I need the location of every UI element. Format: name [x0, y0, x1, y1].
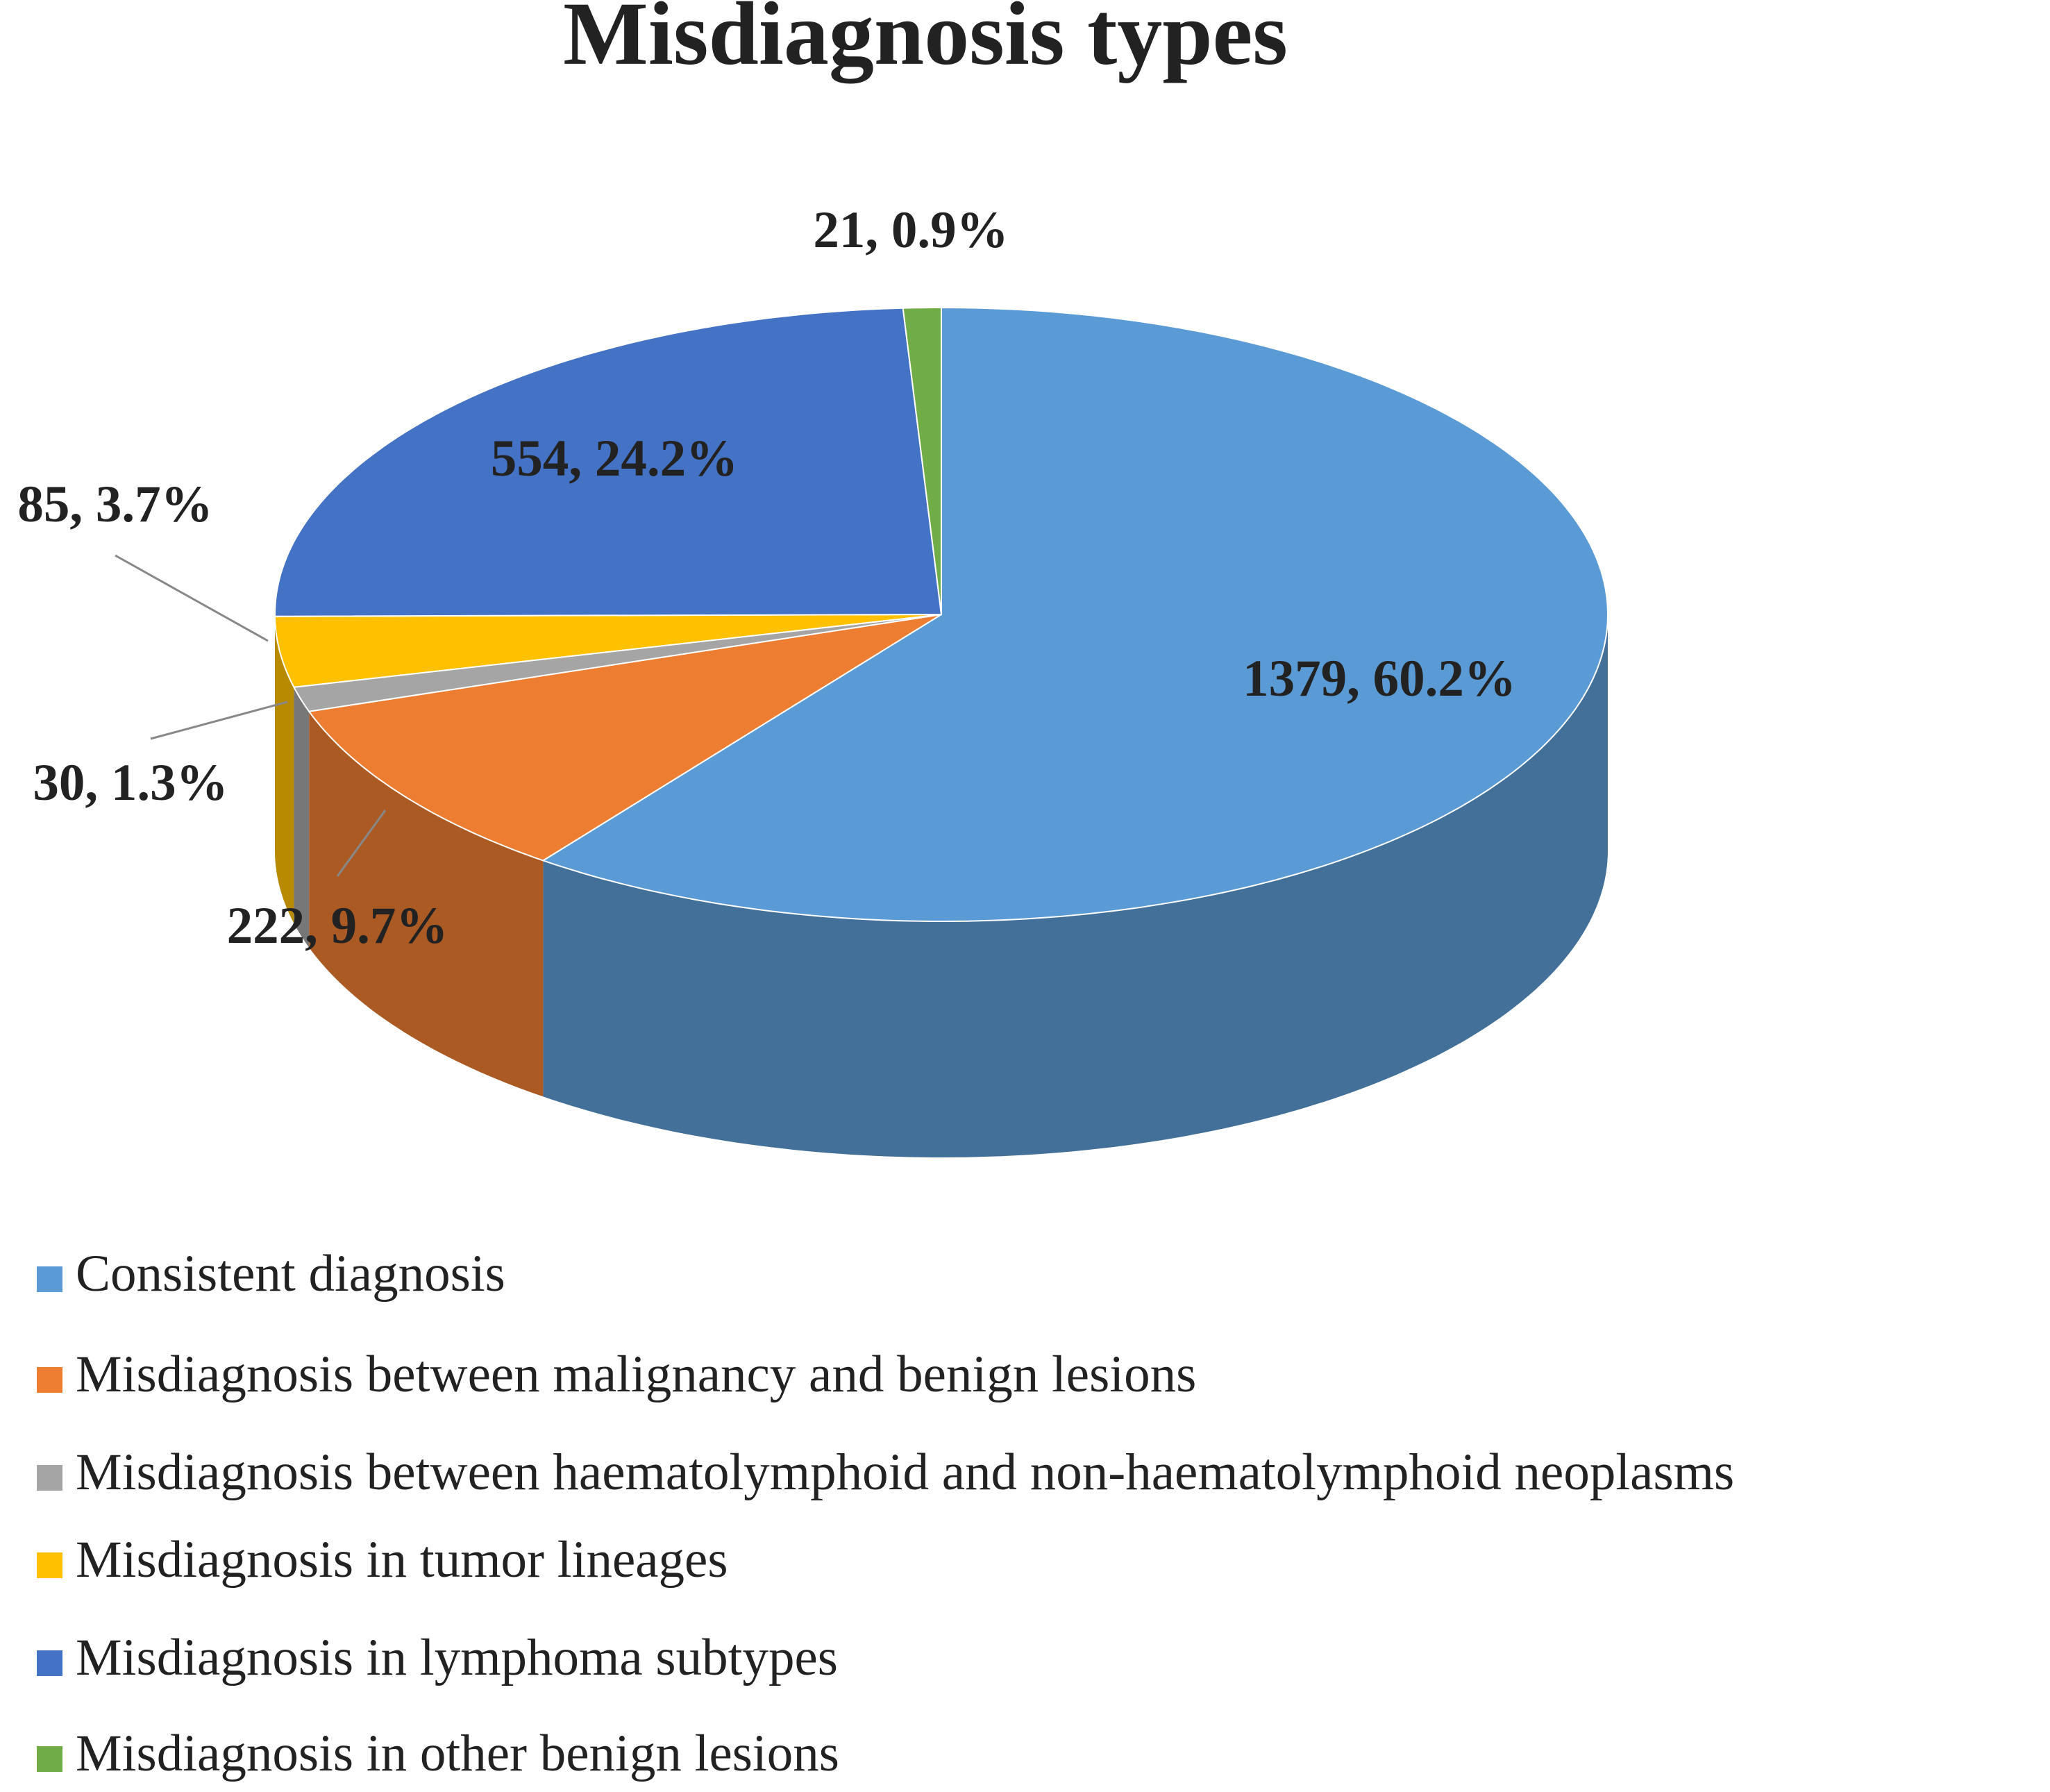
legend-label: Misdiagnosis between haematolymphoid and… — [76, 1443, 1734, 1501]
legend-label: Misdiagnosis in lymphoma subtypes — [76, 1629, 838, 1686]
legend-swatch — [37, 1367, 62, 1393]
leader-line — [150, 701, 288, 740]
pie-slice — [274, 307, 943, 617]
pie-slice — [274, 614, 942, 688]
pie-side — [543, 614, 1608, 1157]
legend-label: Misdiagnosis in tumor lineages — [76, 1531, 728, 1589]
leader-line — [115, 554, 269, 642]
legend-swatch — [37, 1266, 62, 1292]
leader-line — [336, 810, 387, 877]
data-label: 21, 0.9% — [813, 201, 1008, 259]
data-label: 30, 1.3% — [33, 754, 228, 812]
data-label: 1379, 60.2% — [1243, 650, 1516, 707]
chart-title: Misdiagnosis types — [563, 0, 1288, 84]
pie-side — [294, 687, 310, 948]
legend-swatch — [37, 1465, 62, 1491]
data-label: 222, 9.7% — [227, 897, 448, 955]
legend-label: Consistent diagnosis — [76, 1245, 505, 1303]
legend-label: Misdiagnosis between malignancy and beni… — [76, 1346, 1196, 1403]
pie-slice — [292, 614, 942, 712]
legend-swatch — [37, 1746, 62, 1772]
legend-swatch — [37, 1650, 62, 1676]
pie-slice — [902, 307, 942, 615]
pie-slice — [541, 306, 1609, 922]
data-label: 554, 24.2% — [491, 430, 738, 487]
data-label: 85, 3.7% — [17, 476, 212, 533]
pie-side — [275, 616, 294, 923]
pie-side — [309, 711, 544, 1097]
legend-label: Misdiagnosis in other benign lesions — [76, 1725, 839, 1782]
legend-swatch — [37, 1552, 62, 1578]
pie-slice — [308, 614, 942, 862]
